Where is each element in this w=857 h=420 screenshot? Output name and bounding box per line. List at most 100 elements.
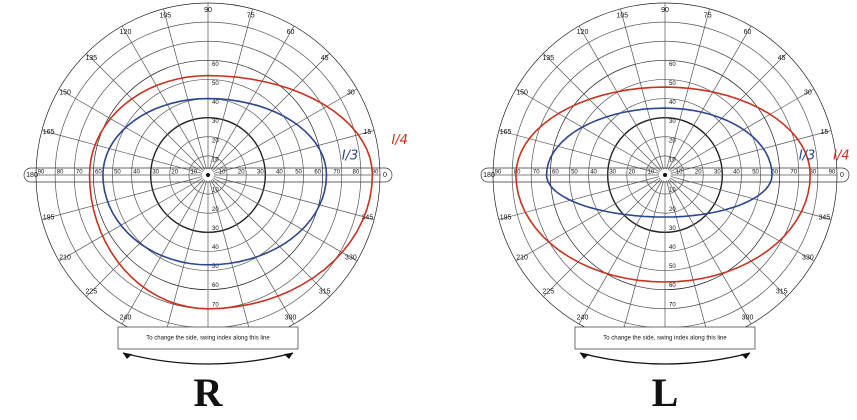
radial-label: 20 (212, 207, 219, 213)
spoke (499, 130, 659, 173)
radial-label: 20 (695, 170, 702, 176)
radial-label: 50 (212, 81, 219, 87)
angle-label: 180 (26, 172, 38, 179)
spoke (210, 181, 253, 341)
radial-label: 60 (212, 283, 219, 289)
radial-label: 20 (238, 170, 245, 176)
radial-label: 50 (752, 170, 759, 176)
spoke (516, 178, 660, 261)
angle-label: 15 (820, 129, 828, 136)
angle-label: 180 (483, 172, 495, 179)
spoke (668, 180, 751, 324)
perimetry-chart: 1530456075901051201351501651952102252402… (481, 3, 850, 364)
radial-label: 20 (212, 138, 219, 144)
radial-label: 70 (333, 170, 340, 176)
angle-label: 330 (802, 254, 814, 261)
spoke (213, 178, 357, 261)
radial-label: 50 (669, 81, 676, 87)
note: To change the side, swing index along th… (146, 336, 270, 342)
spoke (122, 180, 205, 324)
angle-label: 135 (85, 55, 97, 62)
fixation (663, 173, 667, 177)
angle-label: 240 (577, 315, 589, 322)
angle-label: 240 (120, 315, 132, 322)
spoke (213, 89, 357, 172)
spoke (667, 181, 710, 341)
radial-label: 80 (353, 170, 360, 176)
angle-label: 15 (363, 129, 371, 136)
angle-label: 165 (500, 129, 512, 136)
radial-label: 50 (114, 170, 121, 176)
perimetry-chart: 1530456075901051201351501651952102252402… (24, 3, 408, 364)
angle-label: 315 (776, 289, 788, 296)
angle-label: 345 (819, 215, 831, 222)
radial-label: 10 (676, 170, 683, 176)
radial-label: 10 (219, 170, 226, 176)
angle-label: 0 (840, 172, 844, 179)
radial-label: 20 (669, 138, 676, 144)
radial-label: 30 (152, 170, 159, 176)
radial-label: 40 (669, 245, 676, 251)
swing-arrow (123, 353, 293, 364)
angle-label: 120 (120, 29, 132, 36)
angle-label: 210 (59, 254, 71, 261)
radial-label: 70 (212, 302, 219, 308)
angle-label: 45 (778, 55, 786, 62)
angle-label: 105 (159, 12, 171, 19)
swing-arrow (580, 353, 750, 364)
spoke (579, 180, 662, 324)
angle-label: 30 (347, 89, 355, 96)
radial-label: 30 (714, 170, 721, 176)
spoke (86, 53, 203, 170)
spoke (499, 177, 659, 220)
radial-label: 50 (571, 170, 578, 176)
radial-label: 90 (38, 170, 45, 176)
spoke (669, 53, 786, 170)
radial-label: 70 (669, 302, 676, 308)
radial-label: 40 (212, 100, 219, 106)
spoke (668, 26, 751, 170)
radial-label: 10 (212, 157, 219, 163)
angle-label: 30 (804, 89, 812, 96)
angle-label: 0 (383, 172, 387, 179)
angle-label: 210 (516, 254, 528, 261)
radial-label: 70 (76, 170, 83, 176)
angle-label: 60 (287, 29, 295, 36)
radial-label: 60 (669, 283, 676, 289)
angle-label: 330 (345, 254, 357, 261)
note: To change the side, swing index along th… (603, 336, 727, 342)
radial-label: 40 (133, 170, 140, 176)
angle-label: 225 (85, 289, 97, 296)
radial-label: 60 (314, 170, 321, 176)
radial-label: 60 (552, 170, 559, 176)
angle-label: 225 (542, 289, 554, 296)
angle-label: 75 (704, 12, 712, 19)
angle-label: 195 (43, 215, 55, 222)
isopter (547, 108, 773, 217)
spoke (211, 180, 294, 324)
radial-label: 60 (95, 170, 102, 176)
radial-label: 90 (829, 170, 836, 176)
perimetry-page: 1530456075901051201351501651952102252402… (0, 0, 857, 420)
isopter (90, 76, 373, 309)
radial-label: 80 (514, 170, 521, 176)
radial-label: 50 (295, 170, 302, 176)
radial-label: 30 (212, 226, 219, 232)
spoke (210, 9, 253, 169)
radial-label: 40 (590, 170, 597, 176)
radial-label: 30 (257, 170, 264, 176)
isopter-label: I/4 (391, 133, 408, 148)
radial-label: 20 (669, 207, 676, 213)
angle-label: 300 (742, 315, 754, 322)
radial-label: 40 (276, 170, 283, 176)
angle-label: 165 (43, 129, 55, 136)
radial-label: 20 (628, 170, 635, 176)
angle-label: 120 (577, 29, 589, 36)
radial-label: 70 (533, 170, 540, 176)
radial-label: 70 (790, 170, 797, 176)
spoke (620, 9, 663, 169)
spoke (620, 181, 663, 341)
radial-label: 60 (212, 62, 219, 68)
angle-label: 315 (319, 289, 331, 296)
radial-label: 90 (495, 170, 502, 176)
